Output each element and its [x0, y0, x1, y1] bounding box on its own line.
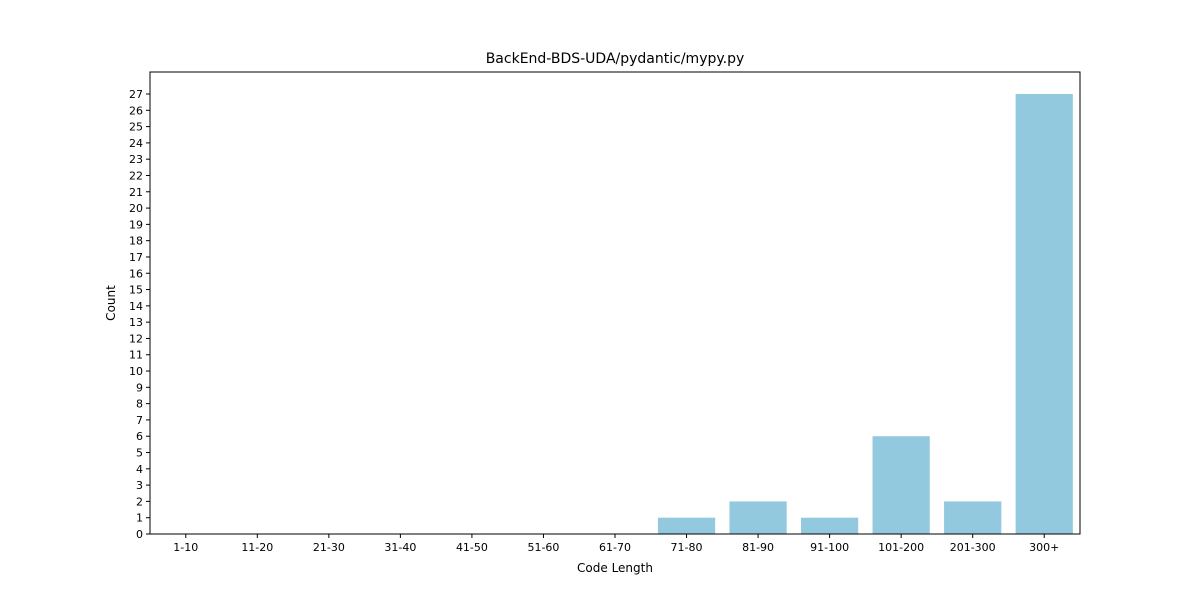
x-tick-label: 91-100: [810, 541, 849, 554]
bar-101-200: [872, 436, 930, 534]
y-tick-label: 18: [129, 235, 143, 248]
x-tick-label: 300+: [1029, 541, 1059, 554]
bar-201-300: [944, 501, 1002, 534]
x-tick-label: 61-70: [599, 541, 631, 554]
x-tick-label: 1-10: [173, 541, 198, 554]
y-tick-label: 12: [129, 332, 143, 345]
x-tick-label: 31-40: [384, 541, 416, 554]
y-tick-label: 19: [129, 218, 143, 231]
y-tick-label: 6: [136, 430, 143, 443]
y-tick-label: 15: [129, 284, 143, 297]
y-tick-label: 22: [129, 169, 143, 182]
bar-91-100: [801, 517, 859, 534]
y-axis-label: Count: [104, 285, 118, 321]
y-tick-label: 13: [129, 316, 143, 329]
chart-title: BackEnd-BDS-UDA/pydantic/mypy.py: [486, 51, 745, 67]
y-tick-label: 25: [129, 121, 143, 134]
y-tick-label: 27: [129, 88, 143, 101]
x-tick-label: 101-200: [878, 541, 924, 554]
y-tick-label: 26: [129, 104, 143, 117]
x-axis-label: Code Length: [577, 561, 653, 575]
y-tick-label: 24: [129, 137, 143, 150]
bar-81-90: [729, 501, 787, 534]
bar-71-80: [657, 517, 716, 534]
y-tick-label: 11: [129, 349, 143, 362]
x-tick-label: 21-30: [313, 541, 345, 554]
y-tick-label: 14: [129, 300, 143, 313]
x-tick-label: 81-90: [742, 541, 774, 554]
x-tick-label: 201-300: [950, 541, 996, 554]
y-tick-label: 23: [129, 153, 143, 166]
bars-layer: [657, 94, 1073, 534]
x-tick-label: 51-60: [527, 541, 559, 554]
y-tick-label: 1: [136, 512, 143, 525]
y-tick-label: 8: [136, 398, 143, 411]
y-tick-label: 5: [136, 447, 143, 460]
y-tick-label: 3: [136, 479, 143, 492]
y-tick-label: 9: [136, 381, 143, 394]
y-tick-label: 2: [136, 495, 143, 508]
y-tick-label: 21: [129, 186, 143, 199]
x-tick-label: 71-80: [671, 541, 703, 554]
y-tick-label: 16: [129, 267, 143, 280]
bar-300+: [1015, 94, 1073, 534]
y-tick-label: 7: [136, 414, 143, 427]
y-tick-label: 20: [129, 202, 143, 215]
y-tick-label: 0: [136, 528, 143, 541]
y-tick-label: 10: [129, 365, 143, 378]
y-tick-label: 17: [129, 251, 143, 264]
y-axis-ticks: 0123456789101112131415161718192021222324…: [129, 88, 150, 541]
x-tick-label: 41-50: [456, 541, 488, 554]
x-tick-label: 11-20: [241, 541, 273, 554]
y-tick-label: 4: [136, 463, 143, 476]
x-axis-ticks: 1-10 11-20 21-30 31-40 41-50 51-60 61-70 71-80 8…: [173, 534, 1059, 554]
